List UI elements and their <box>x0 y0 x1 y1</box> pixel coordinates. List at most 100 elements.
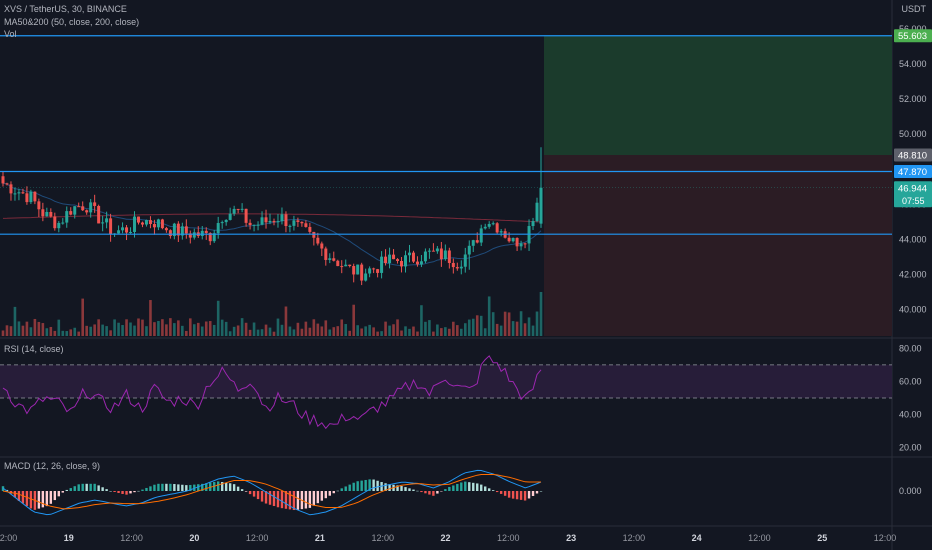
ma50-line <box>2 182 542 267</box>
macd-histogram-bar <box>491 490 495 491</box>
macd-histogram-bar <box>224 482 228 491</box>
candle-body <box>236 208 240 210</box>
macd-histogram-bar <box>519 491 523 500</box>
ma-legend: MA50&200 (50, close, 200, close) <box>4 17 140 27</box>
macd-histogram-bar <box>113 491 116 492</box>
candle-body <box>212 233 216 242</box>
volume-bar <box>21 325 25 336</box>
candle-body <box>384 256 388 264</box>
volume-bar <box>37 321 41 336</box>
volume-bar <box>105 326 108 336</box>
candle-body <box>37 201 41 210</box>
macd-histogram-bar <box>145 487 148 491</box>
entry-price-label: 47.870 <box>898 167 927 178</box>
candle-body <box>140 222 144 225</box>
macd-histogram-bar <box>117 491 120 493</box>
candle-body <box>407 252 411 256</box>
volume-bar <box>69 329 73 336</box>
candle-body <box>97 205 101 224</box>
volume-bar <box>1 330 5 336</box>
candle-body <box>13 193 17 195</box>
macd-histogram-bar <box>436 491 439 494</box>
macd-histogram-bar <box>324 491 327 499</box>
volume-bar <box>372 327 375 336</box>
candle-body <box>57 222 61 229</box>
candle-body <box>144 220 148 225</box>
volume-bar <box>296 322 300 336</box>
candle-body <box>33 191 37 202</box>
x-tick-label: 12:00 <box>623 533 646 543</box>
volume-bar <box>5 325 9 336</box>
macd-line <box>2 469 542 516</box>
volume-bar <box>483 328 487 336</box>
candle-body <box>431 250 435 252</box>
x-tick-label: 12:00 <box>0 533 17 543</box>
macd-histogram-bar <box>539 491 543 492</box>
last-price-label-countdown: 07:55 <box>902 196 925 206</box>
macd-histogram-bar <box>121 491 124 494</box>
macd-histogram-bar <box>424 491 427 494</box>
volume-bar <box>13 306 17 336</box>
macd-histogram-bar <box>400 486 403 491</box>
loss-zone <box>544 155 892 336</box>
candle-body <box>447 250 451 263</box>
macd-histogram-bar <box>364 479 367 491</box>
volume-bar <box>240 318 244 336</box>
volume-bar <box>45 328 49 336</box>
volume-bar <box>308 327 312 336</box>
macd-histogram-bar <box>217 481 220 491</box>
candle-body <box>109 218 113 235</box>
candle-body <box>284 214 288 227</box>
volume-bar <box>515 321 519 336</box>
volume-bar <box>412 326 415 336</box>
candle-body <box>459 266 463 269</box>
candle-body <box>188 233 192 238</box>
volume-bar <box>384 321 387 336</box>
x-tick-label: 21 <box>315 533 325 543</box>
volume-bar <box>356 325 359 336</box>
volume-bar <box>85 325 88 336</box>
volume-bar <box>432 331 435 336</box>
candle-body <box>125 227 129 233</box>
volume-bar <box>527 317 531 336</box>
candle-body <box>419 261 423 265</box>
candle-body <box>312 231 316 238</box>
macd-histogram-bar <box>272 491 276 507</box>
volume-bar <box>196 322 200 336</box>
volume-bar <box>65 331 69 336</box>
volume-bar <box>228 331 232 336</box>
candle-body <box>77 206 81 208</box>
candle-body <box>332 258 336 261</box>
candle-body <box>248 222 252 226</box>
candle-body <box>495 223 499 233</box>
candle-body <box>523 243 527 245</box>
volume-bar <box>539 292 543 336</box>
candle-body <box>392 254 396 260</box>
volume-bar <box>129 322 132 336</box>
macd-histogram-bar <box>292 491 296 511</box>
candle-body <box>1 176 5 184</box>
macd-histogram-bar <box>141 489 144 491</box>
candle-body <box>45 211 49 217</box>
macd-histogram-bar <box>376 480 379 491</box>
candle-body <box>435 248 439 252</box>
macd-histogram-bar <box>320 491 324 501</box>
volume-legend: Vol <box>4 29 17 39</box>
candle-body <box>160 219 164 229</box>
candle-body <box>376 269 380 273</box>
candle-body <box>368 268 372 274</box>
y-tick-label: 50.000 <box>899 129 927 139</box>
candle-body <box>320 243 324 249</box>
candle-body <box>304 223 308 227</box>
volume-bar <box>463 323 467 336</box>
zone-price-label: 48.810 <box>898 151 927 162</box>
volume-bar <box>380 331 383 336</box>
volume-bar <box>360 328 363 336</box>
macd-histogram-bar <box>472 482 475 491</box>
macd-histogram-bar <box>37 491 41 509</box>
macd-histogram-bar <box>89 483 92 491</box>
macd-histogram-bar <box>17 491 21 501</box>
macd-histogram-bar <box>93 483 96 491</box>
volume-bar <box>113 319 116 336</box>
